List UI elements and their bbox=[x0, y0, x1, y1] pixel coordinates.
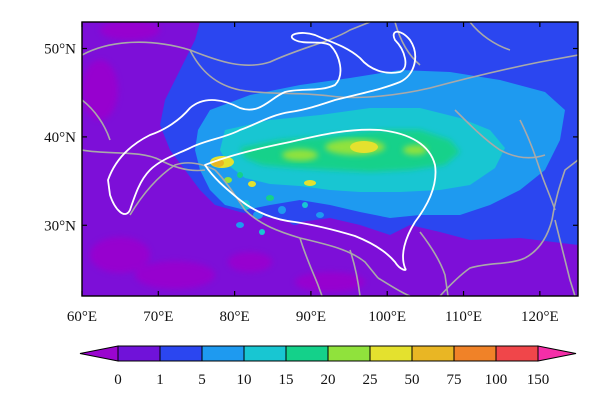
himalaya-speckles bbox=[224, 172, 324, 235]
latitude-axis: 50°N 40°N 30°N bbox=[44, 42, 578, 234]
lon-tick-label: 90°E bbox=[296, 309, 326, 325]
colorbar-label: 100 bbox=[485, 372, 508, 388]
colorbar-box bbox=[243, 345, 287, 362]
colorbar-label: 150 bbox=[527, 372, 550, 388]
colorbar-label: 0 bbox=[114, 372, 122, 388]
colorbar-under-triangle bbox=[79, 345, 119, 362]
colorbar-box bbox=[453, 345, 497, 362]
lat-tick-label: 30°N bbox=[44, 218, 76, 234]
colorbar-box bbox=[327, 345, 371, 362]
lon-tick-label: 100°E bbox=[368, 309, 406, 325]
colorbar-label: 15 bbox=[279, 372, 294, 388]
colorbar-box bbox=[411, 345, 455, 362]
lon-tick-label: 120°E bbox=[521, 309, 559, 325]
colorbar-label: 75 bbox=[447, 372, 462, 388]
lon-tick-label: 70°E bbox=[143, 309, 173, 325]
colorbar-box bbox=[117, 345, 161, 362]
colorbar-over-triangle bbox=[537, 345, 577, 362]
map-panel bbox=[82, 22, 578, 296]
colorbar: 0 1 5 10 15 20 25 50 75 100 150 bbox=[79, 345, 577, 388]
colorbar-box bbox=[495, 345, 539, 362]
plateau-outline bbox=[107, 30, 437, 271]
colorbar-label: 50 bbox=[405, 372, 420, 388]
colorbar-box bbox=[159, 345, 203, 362]
colorbar-label: 1 bbox=[156, 372, 164, 388]
colorbar-label: 20 bbox=[321, 372, 336, 388]
map-frame bbox=[81, 21, 579, 297]
lon-tick-label: 110°E bbox=[445, 309, 482, 325]
colorbar-label: 10 bbox=[237, 372, 252, 388]
longitude-axis: 60°E 70°E 80°E 90°E 100°E 110°E 120°E bbox=[67, 22, 559, 325]
lat-tick-label: 50°N bbox=[44, 42, 76, 58]
colorbar-box bbox=[201, 345, 245, 362]
colorbar-label: 5 bbox=[198, 372, 206, 388]
lat-tick-label: 40°N bbox=[44, 130, 76, 146]
colorbar-label: 25 bbox=[363, 372, 378, 388]
lon-tick-label: 60°E bbox=[67, 309, 97, 325]
colorbar-box bbox=[369, 345, 413, 362]
colorbar-box bbox=[285, 345, 329, 362]
low-value-blotches bbox=[82, 22, 365, 292]
lon-tick-label: 80°E bbox=[220, 309, 250, 325]
